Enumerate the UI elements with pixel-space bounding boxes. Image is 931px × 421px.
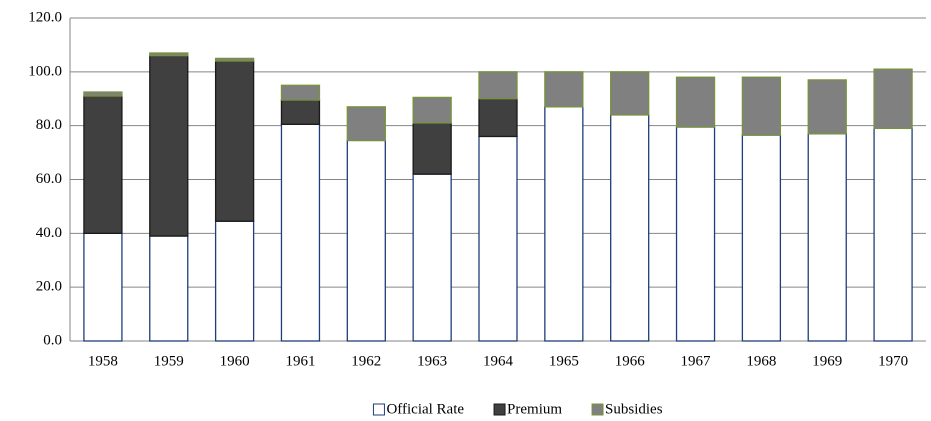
- bar-segment: [346, 106, 386, 142]
- legend-label: Official Rate: [386, 401, 464, 417]
- bar-segment: [280, 84, 321, 101]
- x-tick-label: 1970: [878, 353, 908, 369]
- bar-segment: [83, 232, 123, 342]
- x-tick-label: 1964: [483, 353, 514, 369]
- bar-segment: [741, 134, 782, 342]
- bar-segment: [149, 55, 189, 237]
- bar-segment: [478, 98, 518, 138]
- bar-segment: [149, 52, 189, 57]
- bar-segment: [544, 106, 584, 342]
- x-tick-label: 1965: [549, 353, 579, 369]
- bar-segment: [873, 127, 913, 342]
- y-tick-label: 20.0: [36, 279, 62, 295]
- bar-segment: [83, 91, 123, 97]
- bar-segment: [214, 57, 255, 62]
- x-tick-label: 1963: [417, 353, 447, 369]
- bar-segment: [478, 135, 518, 342]
- bar-segment: [807, 79, 847, 135]
- bar-segment: [873, 68, 913, 130]
- bar-segment: [83, 95, 123, 234]
- bar-segment: [807, 133, 847, 342]
- y-tick-label: 100.0: [28, 63, 62, 79]
- bar-segment: [675, 76, 716, 128]
- x-tick-label: 1968: [746, 353, 776, 369]
- bar-segment: [675, 126, 716, 342]
- x-tick-label: 1959: [154, 353, 184, 369]
- bar-segment: [478, 71, 518, 100]
- bar-segment: [280, 123, 321, 342]
- x-tick-label: 1966: [615, 353, 646, 369]
- bar-segment: [412, 122, 452, 175]
- y-tick-label: 40.0: [36, 225, 62, 241]
- bar-segment: [214, 60, 255, 222]
- bar-segment: [610, 71, 650, 116]
- y-tick-label: 60.0: [36, 171, 62, 187]
- x-tick-label: 1969: [812, 353, 842, 369]
- x-tick-label: 1958: [88, 353, 118, 369]
- legend-label: Premium: [507, 401, 562, 417]
- x-tick-label: 1960: [220, 353, 250, 369]
- x-tick-label: 1962: [351, 353, 381, 369]
- y-tick-label: 120.0: [28, 9, 62, 25]
- bar-segment: [610, 114, 650, 342]
- legend-swatch: [372, 403, 385, 416]
- bar-segment: [149, 235, 189, 342]
- bar-segment: [412, 96, 452, 124]
- y-tick-label: 80.0: [36, 117, 62, 133]
- bar-segment: [214, 220, 255, 342]
- legend-label: Subsidies: [605, 401, 663, 417]
- bar-segment: [741, 76, 782, 136]
- legend-swatch: [493, 403, 506, 416]
- y-tick-label: 0.0: [43, 332, 62, 348]
- bar-segment: [544, 71, 584, 108]
- x-tick-label: 1967: [681, 353, 712, 369]
- x-tick-label: 1961: [285, 353, 315, 369]
- legend-swatch: [591, 403, 604, 416]
- bar-segment: [412, 173, 452, 342]
- bar-segment: [346, 139, 386, 342]
- bar-segment: [280, 99, 321, 125]
